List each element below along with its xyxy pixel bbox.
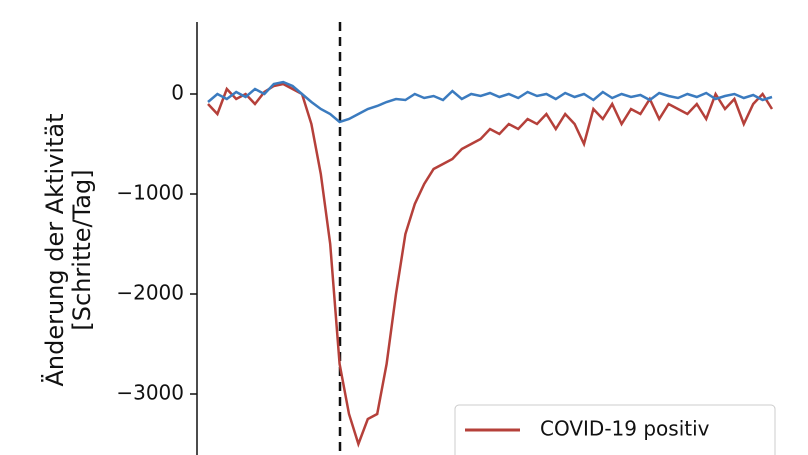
y-tick-label: −1000 bbox=[116, 181, 184, 205]
y-label-line: [Schritte/Tag] bbox=[68, 169, 96, 330]
legend-label: COVID-19 positiv bbox=[540, 417, 710, 441]
y-tick-label: −2000 bbox=[116, 281, 184, 305]
y-label: Änderung der Aktivität [Schritte/Tag] bbox=[40, 113, 96, 386]
series-line bbox=[207, 80, 773, 124]
y-tick-label: −3000 bbox=[116, 381, 184, 405]
y-label-line: Änderung der Aktivität bbox=[40, 113, 69, 386]
series-line bbox=[207, 82, 774, 448]
legend-box bbox=[454, 404, 776, 455]
y-tick-label: 0 bbox=[171, 81, 184, 105]
